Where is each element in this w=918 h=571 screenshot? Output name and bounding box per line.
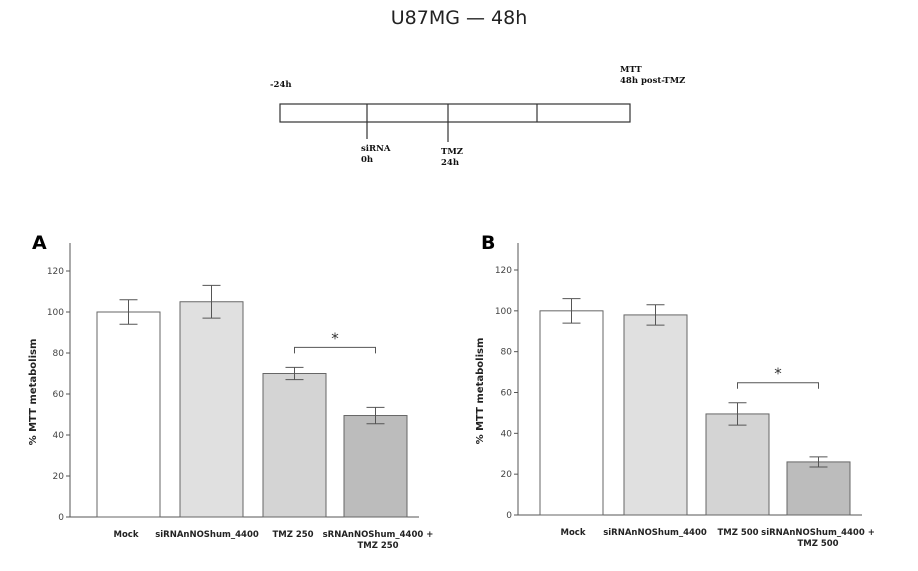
panel-letter: A <box>32 232 47 254</box>
y-tick-label: 100 <box>495 307 512 317</box>
figure-title: U87MG — 48h <box>391 7 528 29</box>
bar-4 <box>786 461 851 516</box>
panel-letter: B <box>481 232 495 254</box>
timeline-tmz-label-2: 24h <box>441 158 459 168</box>
significance-bracket <box>294 346 376 354</box>
y-tick-label: 20 <box>501 470 513 480</box>
category-label-1: Mock <box>114 530 139 540</box>
y-tick-label: 20 <box>53 472 65 482</box>
y-tick-label: 120 <box>495 266 512 276</box>
category-label-4: sRNAnNOShum_4400 + TMZ 250 <box>323 530 434 551</box>
bar-2 <box>623 314 688 516</box>
bar-4 <box>343 415 408 518</box>
category-label-1: Mock <box>561 528 586 538</box>
timeline-bar <box>279 103 631 123</box>
significance-bracket <box>737 382 819 389</box>
timeline-end-label-2: 48h post-TMZ <box>620 76 685 86</box>
timeline-sirna-label-1: siRNA <box>361 144 391 154</box>
timeline-end-label-1: MTT <box>620 65 642 75</box>
bar-3 <box>705 413 770 516</box>
y-tick-label: 60 <box>501 389 513 399</box>
timeline-tmz-label-1: TMZ <box>441 147 463 157</box>
significance-star: * <box>774 365 782 383</box>
y-tick-label: 80 <box>501 348 513 358</box>
category-label-4: siRNAnNOShum_4400 + TMZ 500 <box>761 528 875 549</box>
category-label-3: TMZ 250 <box>272 530 313 540</box>
category-label-2: siRNAnNOShum_4400 <box>155 530 259 540</box>
category-label-3: TMZ 500 <box>717 528 758 538</box>
chart-panel-b: B 0 20 40 60 80 100 120 % MTT metabolism Mock siRN… <box>475 232 875 549</box>
chart-panel-a: A 0 20 40 60 80 100 120 % MTT metabolism Mock siRN… <box>28 232 433 551</box>
y-axis-label: % MTT metabolism <box>28 339 39 446</box>
y-tick-label: 80 <box>53 349 65 359</box>
y-tick-label: 100 <box>47 308 64 318</box>
category-label-2: siRNAnNOShum_4400 <box>603 528 707 538</box>
bar-2 <box>179 301 244 518</box>
bar-3 <box>262 373 327 518</box>
timeline: -24h MTT 48h post-TMZ siRNA 0h TMZ 24h <box>270 65 685 168</box>
y-tick-label: 40 <box>53 431 65 441</box>
y-axis-label: % MTT metabolism <box>475 338 486 445</box>
y-tick-label: 0 <box>506 511 512 521</box>
y-tick-label: 120 <box>47 267 64 277</box>
significance-star: * <box>331 329 339 347</box>
y-tick-label: 40 <box>501 429 513 439</box>
y-tick-label: 60 <box>53 390 65 400</box>
bar-1 <box>96 311 161 518</box>
y-tick-label: 0 <box>58 513 64 523</box>
timeline-start-label: -24h <box>270 80 292 90</box>
timeline-sirna-label-2: 0h <box>361 155 373 165</box>
bar-1 <box>539 310 604 516</box>
